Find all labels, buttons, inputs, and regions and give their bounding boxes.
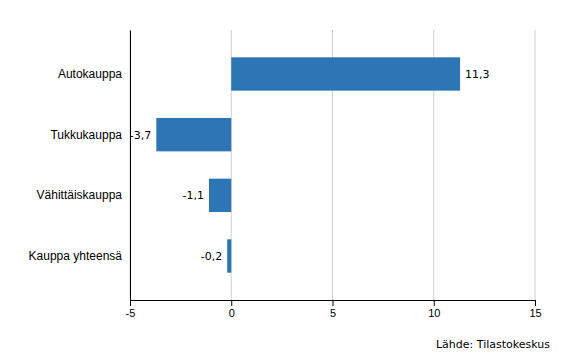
y-tick: Vähittäiskauppa <box>37 188 130 202</box>
x-tick-label: 15 <box>529 307 541 319</box>
plot: -5 0 5 10 15 Kauppa yhteensä Vähittäiskauppa Tu… <box>29 30 542 319</box>
x-tick-mark <box>231 300 232 306</box>
x-tick: 5 <box>330 300 336 319</box>
x-tick-mark <box>535 300 536 306</box>
bar <box>209 179 231 212</box>
y-tick: Tukkukauppa <box>50 128 130 142</box>
x-tick: -5 <box>126 300 136 319</box>
grid <box>130 30 535 300</box>
bar <box>156 118 231 151</box>
y-tick-label: Tukkukauppa <box>50 128 122 142</box>
y-tick-label: Vähittäiskauppa <box>37 188 123 202</box>
y-tick: Autokauppa <box>58 67 130 81</box>
x-tick-mark <box>434 300 435 306</box>
x-tick: 10 <box>428 300 440 319</box>
x-axis: -5 0 5 10 15 <box>126 300 542 319</box>
bar <box>231 57 460 90</box>
bars <box>156 57 460 272</box>
bar <box>227 239 231 272</box>
source-note: Lähde: Tilastokeskus <box>436 338 550 351</box>
grid-line <box>535 30 536 300</box>
x-tick-label: 5 <box>330 307 336 319</box>
x-tick-mark <box>333 300 334 306</box>
data-label: 11,3 <box>465 68 490 81</box>
x-tick: 15 <box>529 300 541 319</box>
annotations: Lähde: Tilastokeskus <box>436 338 550 351</box>
y-tick-label: Kauppa yhteensä <box>29 249 123 263</box>
x-tick-label: -5 <box>126 307 136 319</box>
data-labels: -0,2 -1,1 -3,7 11,3 <box>130 68 490 263</box>
y-axis: Kauppa yhteensä Vähittäiskauppa Tukkukaupp… <box>29 31 131 301</box>
x-tick-label: 10 <box>428 307 440 319</box>
x-axis-line <box>131 301 536 307</box>
data-label: -3,7 <box>130 129 151 142</box>
x-tick-mark <box>130 300 131 306</box>
x-tick-label: 0 <box>229 307 235 319</box>
x-tick: 0 <box>229 300 235 319</box>
y-tick: Kauppa yhteensä <box>29 249 130 263</box>
data-label: -1,1 <box>183 189 204 202</box>
data-label: -0,2 <box>201 250 222 263</box>
y-axis-line <box>130 31 131 301</box>
grid-line <box>130 30 131 300</box>
y-tick-label: Autokauppa <box>58 67 122 81</box>
chart: -5 0 5 10 15 Kauppa yhteensä Vähittäiskauppa Tu… <box>0 0 565 360</box>
